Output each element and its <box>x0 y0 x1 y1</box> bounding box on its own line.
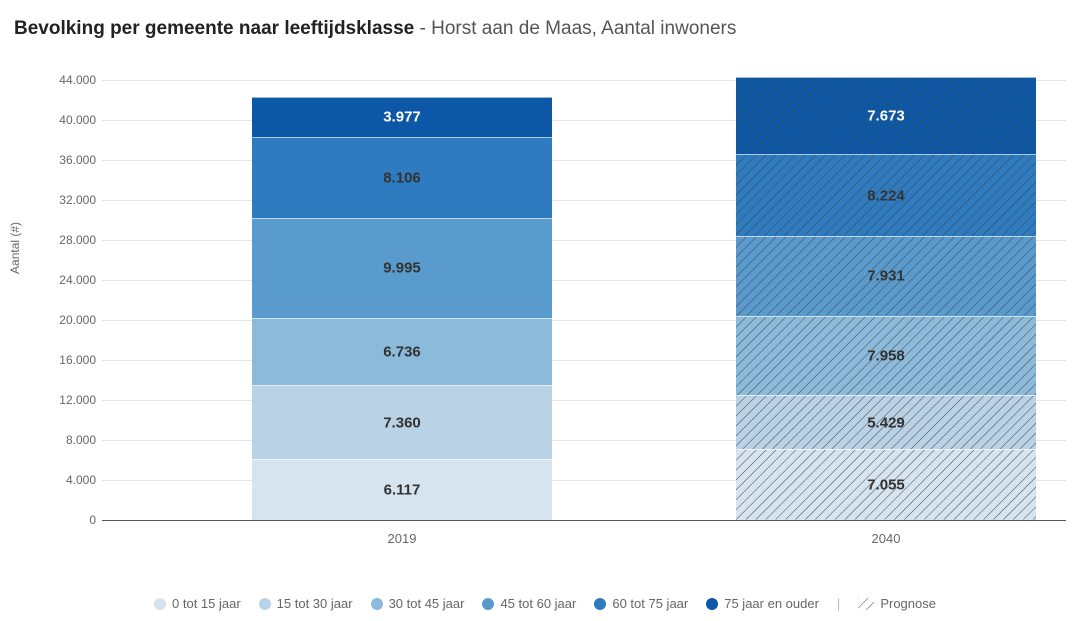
segment-value-label: 6.117 <box>252 481 552 498</box>
legend-swatch <box>259 598 271 610</box>
segment-c5: 7.673 <box>736 77 1036 154</box>
legend-swatch <box>706 598 718 610</box>
y-tick-label: 44.000 <box>46 73 96 87</box>
legend-item: 0 tot 15 jaar <box>154 596 241 611</box>
legend-label: 60 tot 75 jaar <box>612 596 688 611</box>
bar-2040: 7.673 8.224 7.931 7.958 5.429 7.055 <box>736 77 1036 520</box>
segment-value-label: 3.977 <box>252 109 552 126</box>
legend-item: 15 tot 30 jaar <box>259 596 353 611</box>
segment-value-label: 6.736 <box>252 344 552 361</box>
y-tick-label: 20.000 <box>46 313 96 327</box>
segment-c0: 7.055 <box>736 449 1036 520</box>
legend-item: 30 tot 45 jaar <box>371 596 465 611</box>
title-sub: - Horst aan de Maas, Aantal inwoners <box>414 18 736 39</box>
segment-value-label: 7.673 <box>736 108 1036 125</box>
chart-area: 3.977 8.106 9.995 6.736 7.360 6.117 2019 7.673 8… <box>46 80 1066 550</box>
segment-c0: 6.117 <box>252 459 552 520</box>
legend-item: 45 tot 60 jaar <box>482 596 576 611</box>
legend-label: 75 jaar en ouder <box>724 596 819 611</box>
segment-c2: 6.736 <box>252 318 552 385</box>
segment-c5: 3.977 <box>252 97 552 137</box>
segment-value-label: 5.429 <box>736 414 1036 431</box>
segment-value-label: 7.055 <box>736 477 1036 494</box>
plot-region: 3.9778.1069.9956.7367.3606.11720197.6738… <box>102 80 1066 520</box>
segment-c4: 8.106 <box>252 137 552 218</box>
segment-c2: 7.958 <box>736 316 1036 396</box>
legend-label: 45 tot 60 jaar <box>500 596 576 611</box>
legend-item: 75 jaar en ouder <box>706 596 819 611</box>
segment-value-label: 9.995 <box>252 260 552 277</box>
legend-swatch <box>371 598 383 610</box>
x-tick-label: 2019 <box>252 531 552 546</box>
segment-value-label: 8.106 <box>252 169 552 186</box>
gridline <box>102 520 1066 521</box>
legend-swatch <box>154 598 166 610</box>
legend-item-prognose: Prognose <box>858 596 936 611</box>
title-main: Bevolking per gemeente naar leeftijdskla… <box>14 18 414 39</box>
segment-value-label: 7.360 <box>252 414 552 431</box>
segment-c3: 7.931 <box>736 236 1036 315</box>
segment-c4: 8.224 <box>736 154 1036 236</box>
segment-c3: 9.995 <box>252 218 552 318</box>
legend-hatch-swatch <box>858 598 874 610</box>
y-tick-label: 0 <box>46 513 96 527</box>
segment-value-label: 7.931 <box>736 268 1036 285</box>
segment-c1: 5.429 <box>736 395 1036 449</box>
legend-label: 0 tot 15 jaar <box>172 596 241 611</box>
legend-item: 60 tot 75 jaar <box>594 596 688 611</box>
legend-separator: | <box>837 596 840 611</box>
y-tick-label: 12.000 <box>46 393 96 407</box>
legend-swatch <box>482 598 494 610</box>
chart-title: Bevolking per gemeente naar leeftijdskla… <box>0 0 1090 46</box>
legend-label: Prognose <box>880 596 936 611</box>
y-tick-label: 8.000 <box>46 433 96 447</box>
legend-swatch <box>594 598 606 610</box>
y-tick-label: 16.000 <box>46 353 96 367</box>
y-tick-label: 24.000 <box>46 273 96 287</box>
legend-label: 15 tot 30 jaar <box>277 596 353 611</box>
segment-c1: 7.360 <box>252 385 552 459</box>
segment-value-label: 8.224 <box>736 187 1036 204</box>
bar-2019: 3.977 8.106 9.995 6.736 7.360 6.117 <box>252 97 552 520</box>
x-tick-label: 2040 <box>736 531 1036 546</box>
y-tick-label: 32.000 <box>46 193 96 207</box>
y-tick-label: 36.000 <box>46 153 96 167</box>
y-tick-label: 28.000 <box>46 233 96 247</box>
segment-value-label: 7.958 <box>736 347 1036 364</box>
y-tick-label: 40.000 <box>46 113 96 127</box>
legend: 0 tot 15 jaar 15 tot 30 jaar 30 tot 45 jaa… <box>0 596 1090 611</box>
y-tick-label: 4.000 <box>46 473 96 487</box>
legend-label: 30 tot 45 jaar <box>389 596 465 611</box>
y-axis-label: Aantal (#) <box>8 222 22 274</box>
